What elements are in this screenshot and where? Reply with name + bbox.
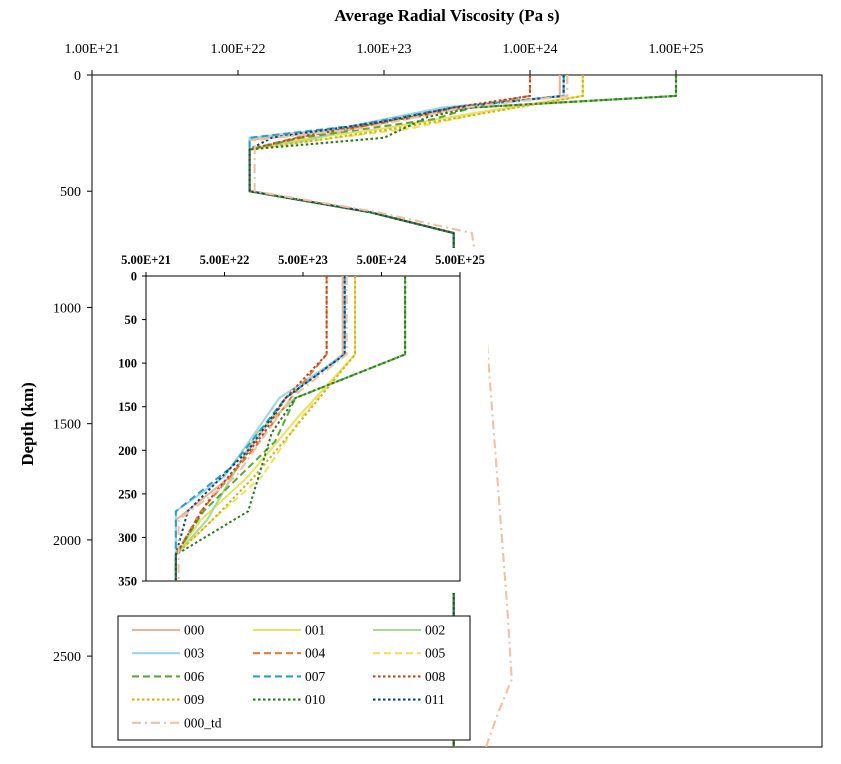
series-line-010 <box>248 75 678 747</box>
main-plot: Average Radial Viscosity (Pa s) Depth (km… <box>18 6 823 748</box>
y-tick-label: 2500 <box>53 650 81 665</box>
legend-entry-011: 011 <box>373 692 445 707</box>
legend-label: 007 <box>305 669 326 684</box>
main-plot-frame <box>91 74 823 748</box>
legend-entry-001: 001 <box>253 623 325 638</box>
legend-entry-007: 007 <box>253 669 326 684</box>
legend-label: 008 <box>425 669 446 684</box>
legend-label: 010 <box>305 692 326 707</box>
inset-y-tick-label: 300 <box>118 531 137 545</box>
legend-entry-004: 004 <box>253 646 326 661</box>
y-tick-label: 1500 <box>53 418 81 433</box>
inset-background <box>108 248 488 593</box>
legend-label: 006 <box>184 669 205 684</box>
inset-series-line-011 <box>174 276 346 581</box>
inset-x-tick-label: 5.00E+25 <box>435 253 485 267</box>
series-line-008 <box>248 75 532 747</box>
legend-label: 005 <box>425 646 446 661</box>
inset-series-group <box>174 276 407 581</box>
y-tick-label: 500 <box>60 185 81 200</box>
x-tick-label: 1.00E+23 <box>357 42 412 57</box>
x-tick-label: 1.00E+25 <box>649 42 704 57</box>
legend-label: 011 <box>425 692 445 707</box>
inset-y-tick-label: 100 <box>118 357 137 371</box>
legend-entry-009: 009 <box>132 692 205 707</box>
inset-x-tick-label: 5.00E+23 <box>278 253 328 267</box>
inset-y-tick-label: 150 <box>118 400 137 414</box>
legend-entry-005: 005 <box>373 646 446 661</box>
inset-series-line-000_td <box>177 276 348 581</box>
legend-label: 004 <box>305 646 326 661</box>
legend-label: 009 <box>184 692 205 707</box>
legend-entry-006: 006 <box>132 669 205 684</box>
legend-entry-008: 008 <box>373 669 446 684</box>
series-line-000_td <box>253 75 569 747</box>
inset-y-tick-label: 200 <box>118 444 137 458</box>
y-tick-label: 1000 <box>53 301 81 316</box>
y-tick-label: 0 <box>74 69 81 84</box>
inset-x-tick-label: 5.00E+22 <box>200 253 250 267</box>
legend-entry-010: 010 <box>253 692 326 707</box>
inset-y-tick-label: 250 <box>118 487 137 501</box>
y-tick-label: 2000 <box>53 534 81 549</box>
chart-title: Average Radial Viscosity (Pa s) <box>334 6 559 25</box>
inset-series-line-004 <box>174 276 328 581</box>
legend-entry-000_td: 000_td <box>132 715 222 730</box>
inset-x-tick-label: 5.00E+21 <box>121 253 171 267</box>
inset-series-line-005 <box>174 276 357 581</box>
series-line-006 <box>248 75 678 747</box>
inset-x-tick-label: 5.00E+24 <box>357 253 408 267</box>
legend-entry-002: 002 <box>373 623 445 638</box>
legend-box <box>117 615 471 741</box>
main-series-group <box>248 75 678 747</box>
x-tick-label: 1.00E+22 <box>211 42 266 57</box>
legend-label: 001 <box>305 623 325 638</box>
y-axis-label: Depth (km) <box>18 382 37 466</box>
legend: 000 001 002 003 004 005 006 007 008 009 010 011 000_… <box>117 615 471 741</box>
x-tick-label: 1.00E+24 <box>503 42 558 57</box>
inset-y-tick-label: 350 <box>118 575 137 589</box>
inset-series-line-009 <box>174 276 357 581</box>
legend-label: 003 <box>184 646 205 661</box>
inset-y-tick-label: 50 <box>125 313 138 327</box>
inset-y-tick-label: 0 <box>131 270 137 284</box>
legend-entry-003: 003 <box>132 646 205 661</box>
legend-label: 000_td <box>184 715 222 730</box>
legend-label: 000 <box>184 623 205 638</box>
legend-entry-000: 000 <box>132 623 205 638</box>
legend-label: 002 <box>425 623 445 638</box>
inset-plot: 5.00E+21 5.00E+22 5.00E+23 5.00E+24 5.00E+25… <box>108 248 488 593</box>
x-tick-label: 1.00E+21 <box>65 42 120 57</box>
